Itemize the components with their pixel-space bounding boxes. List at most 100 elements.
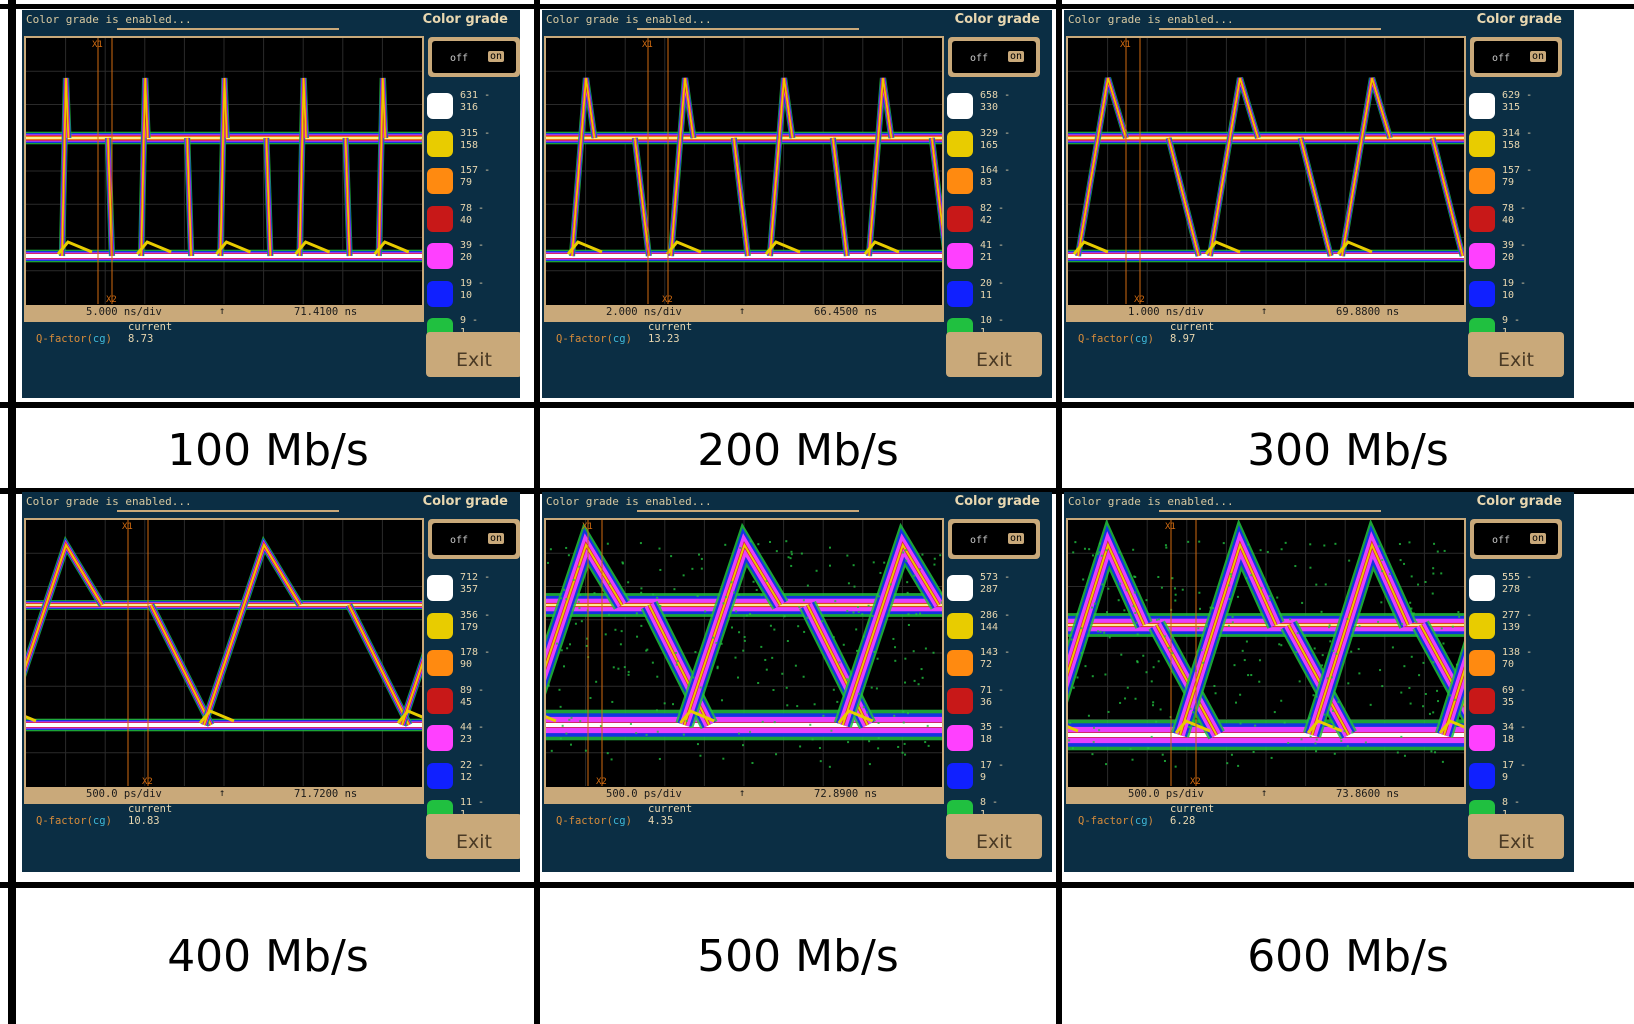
noise-sample [627,670,630,673]
noise-sample [1254,724,1257,727]
toggle-on-label[interactable]: on [1530,51,1547,62]
legend-swatch [1469,575,1495,601]
noise-sample [722,602,725,605]
noise-sample [1358,672,1361,675]
color-grade-legend-item: 78 -40 [1469,203,1569,235]
exit-button[interactable]: Exit [426,814,520,859]
toggle-on-label[interactable]: on [1008,51,1025,62]
noise-sample [676,660,679,663]
color-grade-toggle[interactable]: off on [948,37,1040,77]
noise-sample [691,567,694,570]
noise-sample [570,716,573,719]
noise-sample [682,733,685,736]
waveform-area: X1 X2 [546,38,942,304]
exit-button[interactable]: Exit [946,332,1042,377]
noise-sample [567,554,570,557]
toggle-off-label[interactable]: off [1492,53,1511,64]
noise-sample [919,568,922,571]
color-grade-toggle[interactable]: off on [948,519,1040,559]
color-grade-toggle[interactable]: off on [428,519,520,559]
toggle-off-label[interactable]: off [450,535,469,546]
noise-sample [926,724,929,727]
eye-diagram-plot: X1 X2 [1068,38,1464,304]
legend-range-high: 9 - [460,315,479,326]
noise-sample [1430,750,1433,753]
noise-sample [685,719,688,722]
noise-sample [1167,646,1170,649]
toggle-off-label[interactable]: off [450,53,469,64]
toggle-off-label[interactable]: off [970,53,989,64]
legend-range-high: 631 - [460,90,491,101]
noise-sample [608,582,611,585]
legend-range-low: 9 [980,771,987,783]
exit-button[interactable]: Exit [1468,814,1564,859]
noise-sample [1231,615,1234,618]
noise-sample [689,726,692,729]
noise-sample [1098,551,1101,554]
noise-sample [868,740,871,743]
toggle-off-label[interactable]: off [970,535,989,546]
color-grade-toggle[interactable]: off on [1470,37,1562,77]
noise-sample [1298,680,1301,683]
noise-sample [1098,729,1101,732]
trace-rising-edge [546,543,623,668]
legend-swatch [427,687,453,714]
toggle-off-label[interactable]: off [1492,535,1511,546]
noise-sample [1152,701,1155,704]
trace-high-core [546,137,942,139]
color-grade-legend-item: 20 -11 [947,278,1047,310]
exit-label: Exit [1498,349,1534,371]
noise-sample [672,703,675,706]
noise-sample [802,599,805,602]
trace-rising-edge [219,77,228,257]
noise-sample [902,721,905,724]
noise-sample [803,630,806,633]
toggle-track: off on [1474,523,1558,555]
trace-overshoot [136,240,172,255]
legend-range-high: 555 - [1502,572,1533,583]
noise-sample [1076,612,1079,615]
noise-sample [1333,752,1336,755]
noise-sample [716,667,719,670]
noise-sample [847,741,850,744]
exit-button[interactable]: Exit [946,814,1042,859]
current-label: current [648,321,693,333]
legend-swatch [947,612,973,639]
noise-sample [1087,714,1090,717]
trace-low-core [1068,254,1464,258]
trace-high-core [1068,137,1464,139]
noise-sample [1245,640,1248,643]
noise-sample [733,591,736,594]
noise-sample [1296,632,1299,635]
toggle-on-label[interactable]: on [1530,533,1547,544]
noise-sample [1187,725,1190,728]
noise-sample [1134,612,1137,615]
toggle-on-label[interactable]: on [488,51,505,62]
toggle-on-label[interactable]: on [1008,533,1025,544]
status-message: Color grade is enabled... [546,13,712,26]
q-factor-cg: cg [612,815,626,827]
noise-sample [861,613,864,616]
noise-sample [1409,702,1412,705]
exit-button[interactable]: Exit [426,332,520,377]
color-grade-toggle[interactable]: off on [1470,519,1562,559]
toggle-on-label[interactable]: on [488,533,505,544]
cursor-x2-label: X2 [1190,777,1201,786]
noise-sample [1380,601,1383,604]
noise-sample [769,540,772,543]
trace-overshoot [863,240,900,255]
noise-sample [585,644,588,647]
noise-sample [773,721,776,724]
noise-sample [699,754,702,757]
cursor-x1-label: X1 [582,522,593,532]
noise-sample [902,710,905,713]
trace-rising-edge [26,541,104,671]
exit-button[interactable]: Exit [1468,332,1564,377]
noise-sample [1152,666,1155,669]
noise-sample [599,725,602,728]
cursor-x1-label: X1 [1120,40,1131,50]
color-grade-title: Color grade [954,12,1040,27]
noise-sample [635,732,638,735]
noise-sample [1189,707,1192,710]
color-grade-toggle[interactable]: off on [428,37,520,77]
